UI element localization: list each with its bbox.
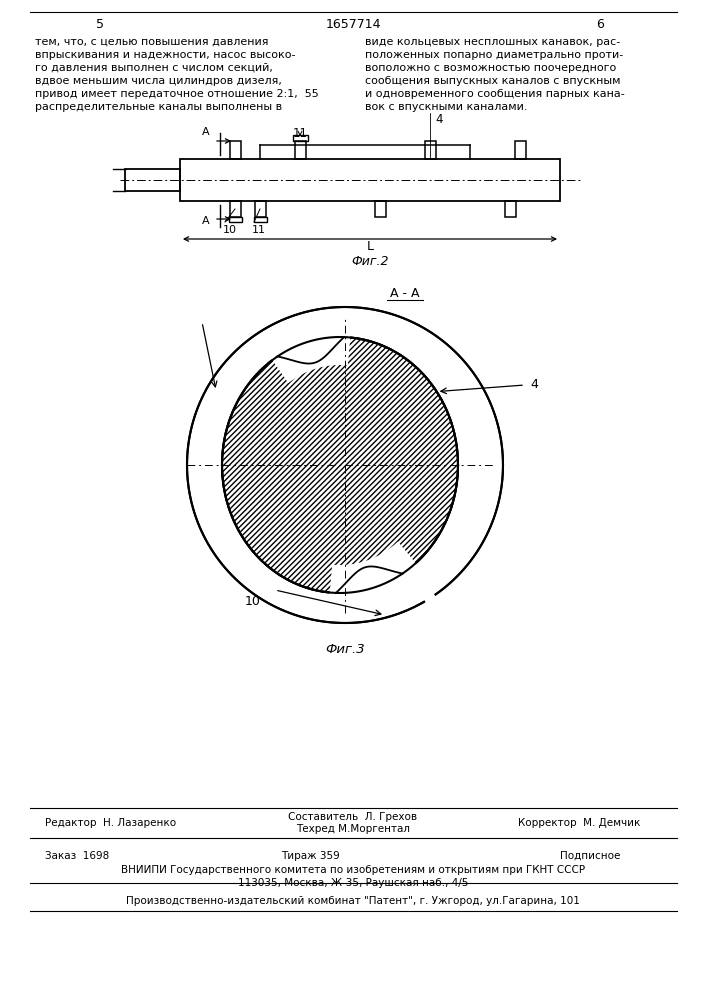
Text: го давления выполнен с числом секций,: го давления выполнен с числом секций, <box>35 63 273 73</box>
Bar <box>515 141 525 159</box>
Text: Подписное: Подписное <box>560 851 620 861</box>
Text: распределительные каналы выполнены в: распределительные каналы выполнены в <box>35 102 282 112</box>
Bar <box>230 201 240 217</box>
Bar <box>255 201 266 217</box>
Text: 6: 6 <box>596 18 604 31</box>
Text: 4: 4 <box>435 113 443 126</box>
Text: Тираж 359: Тираж 359 <box>281 851 339 861</box>
Bar <box>424 141 436 159</box>
Text: Фиг.3: Фиг.3 <box>325 643 365 656</box>
Text: ВНИИПИ Государственного комитета по изобретениям и открытиям при ГКНТ СССР: ВНИИПИ Государственного комитета по изоб… <box>121 865 585 875</box>
Bar <box>375 201 385 217</box>
Text: положенных попарно диаметрально проти-: положенных попарно диаметрально проти- <box>365 50 624 60</box>
Text: А: А <box>202 216 210 226</box>
Text: 1657714: 1657714 <box>325 18 381 31</box>
Ellipse shape <box>222 337 458 593</box>
Text: тем, что, с целью повышения давления: тем, что, с целью повышения давления <box>35 37 269 47</box>
Bar <box>254 217 267 222</box>
Text: А: А <box>202 127 210 137</box>
Text: Корректор  М. Демчик: Корректор М. Демчик <box>518 818 640 828</box>
Text: Заказ  1698: Заказ 1698 <box>45 851 110 861</box>
Text: Фиг.2: Фиг.2 <box>351 255 389 268</box>
Text: Составитель  Л. Грехов: Составитель Л. Грехов <box>288 812 418 822</box>
Polygon shape <box>329 542 419 598</box>
Text: 4: 4 <box>530 378 538 391</box>
Text: 11: 11 <box>293 127 308 140</box>
Text: вдвое меньшим числа цилиндров дизеля,: вдвое меньшим числа цилиндров дизеля, <box>35 76 282 86</box>
Polygon shape <box>269 332 351 383</box>
Bar <box>228 217 242 222</box>
Bar <box>125 169 180 191</box>
Text: 5: 5 <box>96 18 104 31</box>
Text: L: L <box>366 240 373 253</box>
Text: Техред М.Моргентал: Техред М.Моргентал <box>296 824 410 834</box>
Text: вок с впускными каналами.: вок с впускными каналами. <box>365 102 527 112</box>
Text: 10: 10 <box>245 595 261 608</box>
Bar <box>295 141 305 159</box>
Text: Производственно-издательский комбинат "Патент", г. Ужгород, ул.Гагарина, 101: Производственно-издательский комбинат "П… <box>126 896 580 906</box>
Text: 113035, Москва, Ж-35, Раушская наб., 4/5: 113035, Москва, Ж-35, Раушская наб., 4/5 <box>238 878 468 888</box>
Text: сообщения выпускных каналов с впускным: сообщения выпускных каналов с впускным <box>365 76 621 86</box>
Text: привод имеет передаточное отношение 2:1,  55: привод имеет передаточное отношение 2:1,… <box>35 89 319 99</box>
Bar <box>505 201 515 217</box>
Text: 11: 11 <box>252 225 266 235</box>
Bar <box>230 141 240 159</box>
Text: впрыскивания и надежности, насос высоко-: впрыскивания и надежности, насос высоко- <box>35 50 296 60</box>
Bar <box>293 135 308 141</box>
Text: Редактор  Н. Лазаренко: Редактор Н. Лазаренко <box>45 818 176 828</box>
Bar <box>180 159 560 201</box>
Text: и одновременного сообщения парных кана-: и одновременного сообщения парных кана- <box>365 89 625 99</box>
Text: виде кольцевых несплошных канавок, рас-: виде кольцевых несплошных канавок, рас- <box>365 37 620 47</box>
Text: 10: 10 <box>223 225 237 235</box>
Text: воположно с возможностью поочередного: воположно с возможностью поочередного <box>365 63 617 73</box>
Text: А - А: А - А <box>390 287 420 300</box>
